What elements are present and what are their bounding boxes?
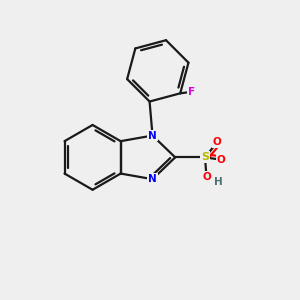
Text: N: N — [148, 130, 157, 140]
Text: O: O — [202, 172, 211, 182]
Text: O: O — [213, 137, 222, 147]
Text: S: S — [201, 152, 209, 162]
Text: F: F — [188, 87, 195, 97]
Text: O: O — [217, 155, 226, 165]
Text: H: H — [214, 177, 223, 188]
Text: N: N — [148, 174, 157, 184]
